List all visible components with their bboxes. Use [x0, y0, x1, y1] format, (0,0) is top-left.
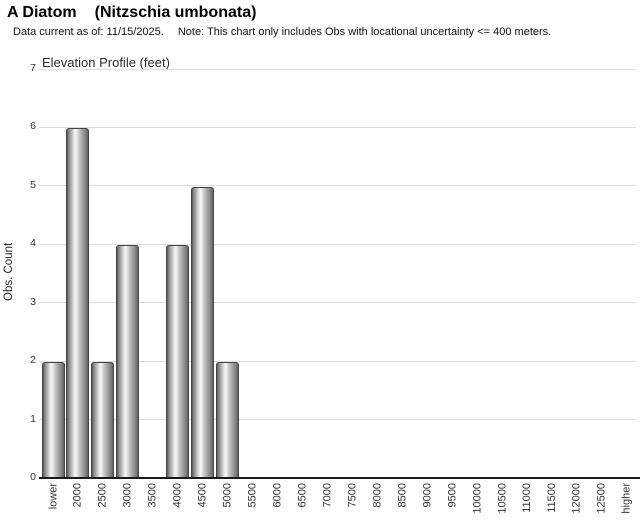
x-tick-label: 10000	[471, 483, 484, 514]
y-tick-label: 4	[30, 237, 36, 250]
x-tick-label: 11000	[521, 483, 534, 513]
y-tick-label: 7	[30, 62, 36, 74]
common-name: A Diatom	[7, 4, 77, 21]
x-tick-label: 6500	[296, 483, 309, 508]
page-title: A Diatom (Nitzschia umbonata)	[7, 4, 256, 22]
y-tick-label: 1	[30, 412, 36, 425]
scientific-name: (Nitzschia umbonata)	[94, 4, 257, 21]
x-tick-label: 4500	[196, 483, 209, 508]
x-tick-label: 4000	[171, 483, 184, 508]
x-tick-label: 8000	[371, 483, 384, 508]
gridline	[39, 126, 636, 128]
x-tick-label: 3500	[146, 483, 159, 508]
x-tick-label: 10500	[496, 483, 509, 514]
gridline	[39, 419, 636, 421]
x-axis-line	[39, 477, 640, 479]
bar	[216, 362, 240, 478]
bar	[66, 128, 90, 478]
x-tick-label: 6000	[271, 483, 284, 508]
y-tick-label: 2	[30, 354, 36, 367]
x-tick-label: 9000	[421, 483, 434, 508]
y-tick-label: 3	[30, 295, 36, 308]
bar	[166, 245, 190, 478]
gridline	[39, 302, 636, 304]
bar	[191, 186, 215, 478]
x-tick-label: 5500	[246, 483, 259, 508]
x-tick-label: 7500	[346, 483, 359, 508]
data-current-note: Data current as of: 11/15/2025.	[13, 26, 164, 38]
x-tick-label: 12500	[595, 483, 608, 514]
x-tick-label: 5000	[221, 483, 234, 508]
gridline	[39, 185, 636, 187]
x-tick-label: 11500	[546, 483, 558, 513]
bar	[41, 362, 65, 478]
x-tick-label: 2500	[96, 483, 109, 508]
x-tick-label: 7000	[321, 483, 334, 508]
x-tick-label: 9500	[446, 483, 459, 508]
gridline	[39, 68, 636, 70]
x-tick-label: 3000	[121, 483, 134, 508]
page-subtitle: Data current as of: 11/15/2025. Note: Thi…	[13, 26, 551, 38]
x-tick-label: 12000	[570, 483, 583, 514]
y-tick-label: 6	[30, 120, 36, 133]
chart-title: Elevation Profile (feet)	[42, 55, 170, 70]
y-tick-label: 5	[30, 178, 36, 191]
x-tick-label: lower	[47, 483, 59, 510]
x-tick-label: 8500	[396, 483, 409, 508]
bar	[116, 245, 140, 478]
bar	[91, 362, 115, 478]
y-tick-label: 0	[30, 471, 36, 483]
gridline	[39, 360, 636, 362]
gridline	[39, 243, 636, 245]
y-axis-title: Obs. Count	[3, 242, 15, 301]
x-tick-label: higher	[620, 483, 633, 514]
x-tick-label: 2000	[71, 483, 84, 508]
uncertainty-note: Note: This chart only includes Obs with …	[177, 26, 552, 38]
